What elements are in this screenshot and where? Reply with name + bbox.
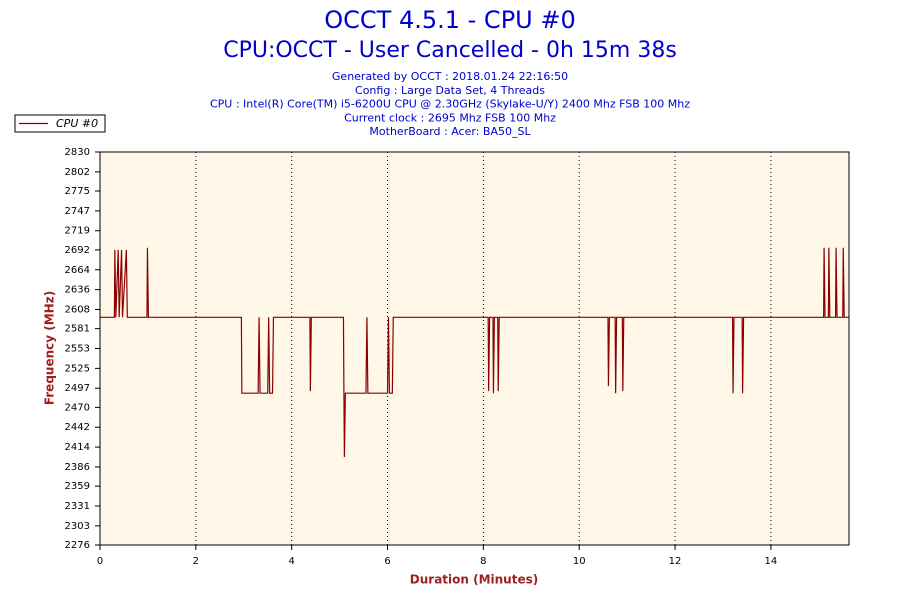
y-tick-label: 2802 (65, 167, 90, 178)
info-line: Current clock : 2695 Mhz FSB 100 Mhz (344, 111, 556, 124)
legend-label: CPU #0 (56, 117, 98, 130)
info-line: Config : Large Data Set, 4 Threads (355, 84, 545, 97)
x-axis-label: Duration (Minutes) (410, 573, 538, 587)
y-tick-label: 2747 (65, 206, 90, 217)
y-tick-label: 2608 (65, 304, 90, 315)
y-tick-label: 2386 (65, 462, 90, 473)
series-line (100, 247, 849, 458)
chart-subtitle: CPU:OCCT - User Cancelled - 0h 15m 38s (223, 38, 677, 63)
y-axis-label: Frequency (MHz) (43, 291, 57, 405)
y-tick-label: 2303 (65, 521, 90, 532)
y-tick-label: 2414 (65, 442, 90, 453)
y-tick-label: 2331 (65, 501, 90, 512)
x-tick-label: 2 (193, 556, 199, 567)
y-tick-label: 2775 (65, 186, 90, 197)
x-tick-label: 6 (384, 556, 390, 567)
info-line: MotherBoard : Acer: BA50_SL (369, 125, 531, 138)
x-tick-label: 0 (97, 556, 103, 567)
y-tick-label: 2470 (65, 402, 90, 413)
y-tick-label: 2636 (65, 285, 90, 296)
legend: CPU #0 (14, 114, 106, 133)
info-line: CPU : Intel(R) Core(TM) i5-6200U CPU @ 2… (210, 98, 690, 111)
x-tick-label: 10 (573, 556, 586, 567)
y-tick-label: 2830 (65, 147, 90, 158)
y-tick-label: 2525 (65, 363, 90, 374)
plot-area (100, 152, 849, 545)
plot-border (99, 151, 850, 546)
y-tick-label: 2664 (65, 265, 90, 276)
y-tick-label: 2359 (65, 481, 90, 492)
x-tick-label: 4 (288, 556, 294, 567)
chart-title: OCCT 4.5.1 - CPU #0 (324, 6, 575, 34)
y-tick-label: 2692 (65, 245, 90, 256)
y-tick-label: 2553 (65, 344, 90, 355)
x-tick-label: 12 (669, 556, 682, 567)
y-tick-label: 2581 (65, 324, 90, 335)
y-tick-label: 2276 (65, 540, 90, 551)
y-tick-label: 2442 (65, 422, 90, 433)
x-tick-label: 14 (765, 556, 778, 567)
legend-box (14, 114, 106, 133)
x-tick-label: 8 (480, 556, 486, 567)
y-tick-label: 2497 (65, 383, 90, 394)
info-line: Generated by OCCT : 2018.01.24 22:16:50 (332, 70, 568, 83)
y-tick-label: 2719 (65, 226, 90, 237)
